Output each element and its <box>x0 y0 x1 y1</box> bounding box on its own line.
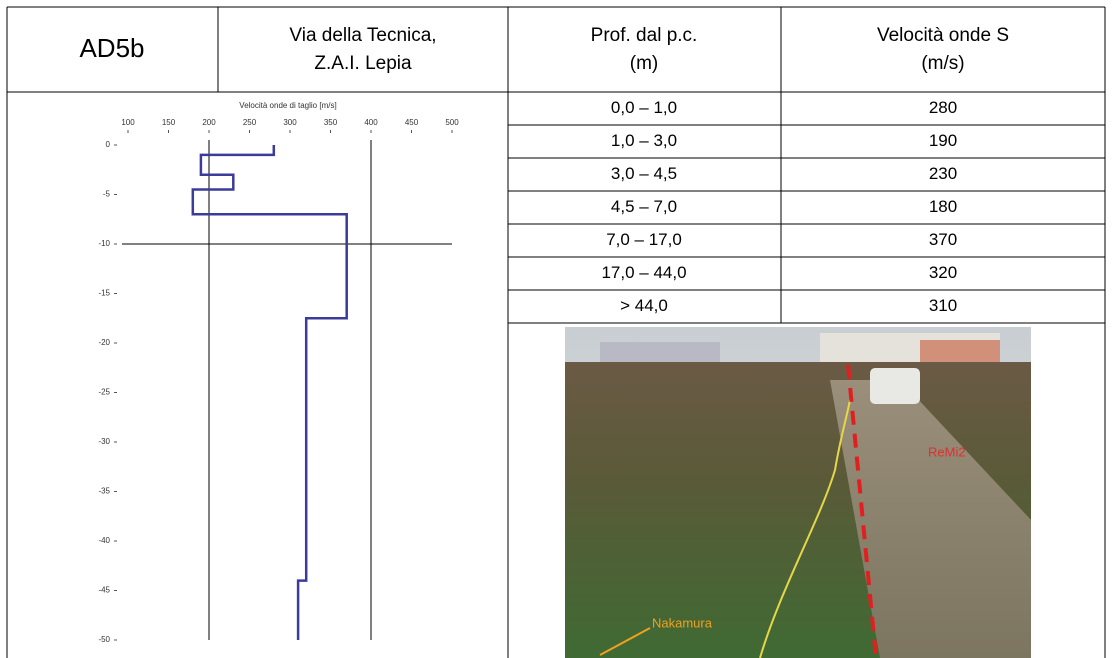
y-tick-label: -20 <box>98 338 110 347</box>
column-header: Prof. dal p.c. <box>591 25 698 46</box>
velocity-value: 370 <box>929 230 957 249</box>
location: Z.A.I. Lepia <box>314 53 412 74</box>
y-tick-label: -10 <box>98 239 110 248</box>
photo-label: ReMi2 <box>928 444 966 459</box>
site-id: AD5b <box>79 33 144 63</box>
location: Via della Tecnica, <box>289 25 436 46</box>
x-tick-label: 150 <box>162 118 176 127</box>
x-tick-label: 350 <box>324 118 338 127</box>
velocity-value: 310 <box>929 296 957 315</box>
depth-range: 7,0 – 17,0 <box>606 230 682 249</box>
y-tick-label: -45 <box>98 586 110 595</box>
velocity-value: 230 <box>929 164 957 183</box>
depth-range: 1,0 – 3,0 <box>611 131 677 150</box>
y-tick-label: -5 <box>103 190 111 199</box>
velocity-value: 320 <box>929 263 957 282</box>
depth-range: 17,0 – 44,0 <box>601 263 686 282</box>
x-tick-label: 300 <box>283 118 297 127</box>
column-header: (m) <box>630 53 658 74</box>
y-tick-label: -15 <box>98 289 110 298</box>
velocity-value: 190 <box>929 131 957 150</box>
chart-title: Velocità onde di taglio [m/s] <box>239 101 336 110</box>
y-tick-label: -35 <box>98 487 110 496</box>
depth-range: 0,0 – 1,0 <box>611 98 677 117</box>
table-grid <box>6 6 1106 658</box>
y-tick-label: -40 <box>98 536 110 545</box>
y-tick-label: 0 <box>106 140 111 149</box>
site-photo <box>565 327 1031 658</box>
depth-range: 4,5 – 7,0 <box>611 197 677 216</box>
x-tick-label: 100 <box>121 118 135 127</box>
velocity-value: 180 <box>929 197 957 216</box>
y-tick-label: -50 <box>98 635 110 644</box>
x-tick-label: 250 <box>243 118 257 127</box>
x-tick-label: 200 <box>202 118 216 127</box>
column-header: Velocità onde S <box>877 25 1009 46</box>
velocity-profile <box>191 145 348 640</box>
x-tick-label: 450 <box>405 118 419 127</box>
y-tick-label: -25 <box>98 388 110 397</box>
x-tick-label: 400 <box>364 118 378 127</box>
column-header: (m/s) <box>921 53 964 74</box>
y-tick-label: -30 <box>98 437 110 446</box>
photo-label: Nakamura <box>652 615 713 630</box>
x-tick-label: 500 <box>445 118 459 127</box>
velocity-value: 280 <box>929 98 957 117</box>
depth-range: > 44,0 <box>620 296 668 315</box>
depth-range: 3,0 – 4,5 <box>611 164 677 183</box>
